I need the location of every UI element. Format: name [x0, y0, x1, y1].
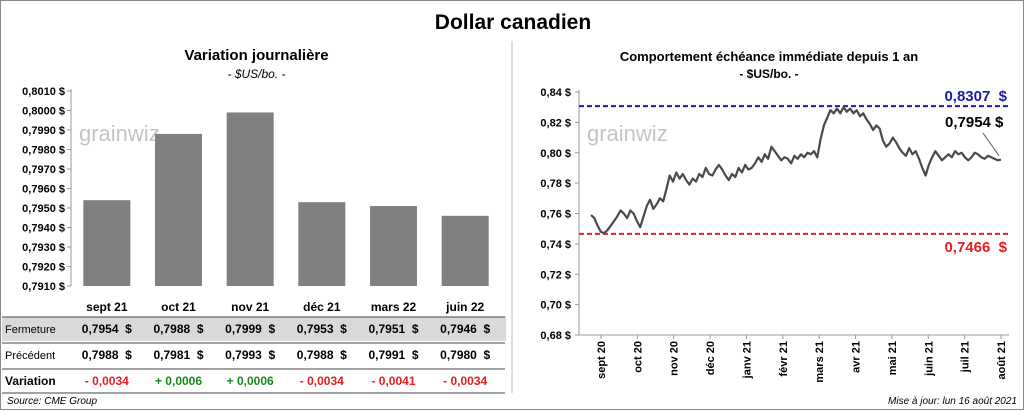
- table-cell: 0,7988 $: [82, 348, 132, 362]
- line-x-tick-label: mai 21: [887, 341, 899, 375]
- line-x-tick-label: déc 20: [705, 341, 717, 375]
- bar-y-tick-label: 0,7950 $: [22, 203, 65, 215]
- page-title: Dollar canadien: [434, 11, 592, 34]
- price-series-line: [590, 106, 1002, 235]
- table-row-shade: [2, 317, 506, 341]
- bar-y-tick-label: 0,7980 $: [22, 145, 65, 157]
- bar-category-label: oct 21: [161, 300, 196, 314]
- table-cell: - 0,0034: [300, 374, 344, 388]
- last-value-label: 0,7954 $: [945, 114, 1004, 131]
- line-x-tick-label: juin 21: [923, 341, 935, 377]
- bar-y-tick-label: 0,7910 $: [22, 281, 65, 293]
- bar: [441, 215, 489, 286]
- table-cell: 0,7980 $: [440, 348, 490, 362]
- source-note: Source: CME Group: [7, 396, 98, 407]
- bar: [83, 200, 131, 286]
- bar-category-label: juin 22: [445, 300, 484, 314]
- table-row-label: Précédent: [5, 350, 55, 362]
- bar-y-tick-label: 0,7970 $: [22, 164, 65, 176]
- line-x-tick-label: mars 21: [814, 341, 826, 383]
- bar-y-tick-label: 0,8000 $: [22, 106, 65, 118]
- table-cell: 0,7953 $: [297, 322, 347, 336]
- table-cell: 0,7954 $: [82, 322, 132, 336]
- bar-category-label: sept 21: [86, 300, 128, 314]
- high-label: 0,8307 $: [944, 88, 1007, 105]
- table-cell: 0,7993 $: [225, 348, 275, 362]
- line-x-tick-label: févr 21: [778, 341, 790, 376]
- table-cell: 0,7951 $: [368, 322, 418, 336]
- line-y-tick-label: 0,82 $: [540, 117, 571, 129]
- table-cell: + 0,0006: [155, 374, 202, 388]
- bar-chart: grainwiz 0,7910 $ 0,7920 $ 0,7930 $ 0,7940 $…: [2, 41, 513, 394]
- line-y-tick-label: 0,76 $: [540, 209, 571, 221]
- line-y-tick-label: 0,72 $: [540, 269, 571, 281]
- bar: [155, 133, 202, 286]
- bar-category-label: nov 21: [231, 300, 269, 314]
- bar-category-label: mars 22: [371, 300, 417, 314]
- table-cell: - 0,0041: [371, 374, 415, 388]
- grainwiz-watermark: grainwiz: [79, 121, 160, 146]
- bar-category-label: déc 21: [303, 300, 341, 314]
- bar-y-tick-label: 0,8010 $: [22, 86, 65, 98]
- bar-y-tick-label: 0,7940 $: [22, 223, 65, 235]
- table-cell: 0,7988 $: [297, 348, 347, 362]
- line-y-tick-label: 0,84 $: [540, 87, 571, 99]
- table-cell: 0,7946 $: [440, 322, 490, 336]
- table-cell: - 0,0034: [443, 374, 487, 388]
- line-x-tick-label: oct 20: [632, 341, 644, 373]
- line-y-tick-label: 0,70 $: [540, 300, 571, 312]
- grainwiz-watermark: grainwiz: [587, 121, 668, 146]
- line-y-tick-label: 0,68 $: [540, 330, 571, 342]
- bar-y-tick-label: 0,7960 $: [22, 184, 65, 196]
- bar-y-tick-label: 0,7990 $: [22, 125, 65, 137]
- bar: [298, 202, 346, 286]
- line-y-tick-label: 0,74 $: [540, 239, 571, 251]
- line-x-tick-label: juil 21: [960, 341, 972, 373]
- line-y-tick-label: 0,80 $: [540, 148, 571, 160]
- last-value-pointer: [982, 132, 1000, 157]
- bar-chart-title: Variation journalière: [184, 47, 329, 64]
- table-cell: - 0,0034: [85, 374, 129, 388]
- table-cell: 0,7981 $: [153, 348, 203, 362]
- line-x-tick-label: août 21: [996, 341, 1008, 380]
- line-chart: grainwiz 0,68 $ 0,70 $ 0,72 $ 0,74 $ 0,76 $ 0,…: [540, 87, 1009, 383]
- bar: [226, 112, 274, 286]
- line-chart-title: Comportement échéance immédiate depuis 1…: [619, 49, 919, 64]
- table-cell: 0,7991 $: [368, 348, 418, 362]
- bar: [370, 206, 417, 286]
- line-y-tick-label: 0,78 $: [540, 178, 571, 190]
- line-x-tick-label: nov 20: [669, 341, 681, 376]
- table-cell: + 0,0006: [227, 374, 274, 388]
- table-row-label: Fermeture: [5, 324, 56, 336]
- update-note: Mise à jour: lun 16 août 2021: [888, 396, 1017, 407]
- table-cell: 0,7988 $: [153, 322, 203, 336]
- table-row-label: Variation: [5, 374, 56, 388]
- bar-chart-unit: - $US/bo. -: [227, 67, 286, 81]
- line-chart-unit: - $US/bo. -: [739, 67, 799, 81]
- low-label: 0,7466 $: [944, 239, 1007, 256]
- bar-y-tick-label: 0,7930 $: [22, 242, 65, 254]
- table-cell: 0,7999 $: [225, 322, 275, 336]
- line-x-tick-label: avr 21: [851, 341, 863, 373]
- bar-y-tick-label: 0,7920 $: [22, 262, 65, 274]
- line-x-tick-label: janv 21: [741, 341, 753, 379]
- line-x-tick-label: sept 20: [596, 341, 608, 379]
